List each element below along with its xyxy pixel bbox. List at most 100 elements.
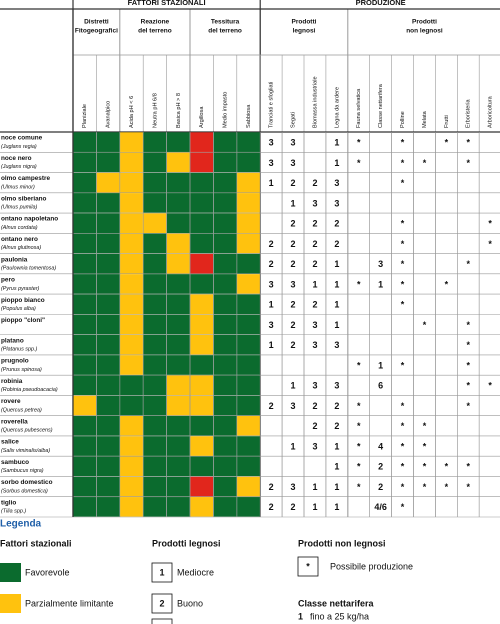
- product-value: 2: [312, 300, 317, 310]
- factor-cell: [190, 213, 214, 234]
- factor-cell: [213, 456, 237, 477]
- factor-cell: [166, 253, 190, 274]
- legend-label: Parzialmente limitante: [25, 598, 114, 608]
- product-value: 3: [291, 138, 296, 148]
- legend-label: Buono: [177, 598, 203, 608]
- factor-cell: [96, 375, 120, 396]
- factor-cell: [143, 152, 167, 173]
- factor-cell: [213, 355, 237, 375]
- factor-cell: [166, 193, 190, 213]
- legend-label: Favorevole: [25, 567, 70, 577]
- column-label: Legna da ardere: [334, 87, 340, 128]
- factor-cell: [120, 132, 143, 152]
- product-value: *: [445, 462, 449, 472]
- product-value: 2: [291, 178, 296, 188]
- product-value: 2: [378, 482, 383, 492]
- subgroup-title: Distretti: [84, 19, 109, 26]
- product-value: 3: [378, 259, 383, 269]
- subgroup-title: Prodotti: [412, 19, 437, 26]
- column-label: Neutra pH 6/8: [152, 93, 158, 128]
- species-latin: (Sambucus nigra): [1, 468, 44, 474]
- species-latin: (Juglans nigra): [1, 164, 37, 170]
- species-name: pioppo "cloni": [1, 317, 45, 324]
- species-latin: (Platanus spp.): [1, 347, 37, 353]
- factor-cell: [73, 274, 97, 294]
- factor-cell: [190, 233, 214, 254]
- subgroup-title: Prodotti: [292, 19, 317, 26]
- legend-key: 2: [159, 598, 164, 608]
- product-value: 3: [312, 381, 317, 391]
- factor-cell: [166, 233, 190, 254]
- factor-cell: [120, 213, 143, 234]
- species-name: noce nero: [1, 155, 32, 162]
- factor-cell: [213, 395, 237, 416]
- legend-box: [151, 562, 173, 583]
- factor-cell: [237, 334, 260, 355]
- factor-cell: [190, 415, 214, 436]
- species-latin: (Quercus pubescens): [1, 428, 53, 434]
- species-latin: (Prunus spinosa): [1, 367, 42, 373]
- product-value: *: [357, 401, 361, 411]
- legend-swatch: [0, 594, 21, 613]
- product-value: *: [401, 441, 405, 451]
- factor-cell: [166, 415, 190, 436]
- product-value: *: [466, 360, 470, 370]
- product-value: 1: [269, 300, 274, 310]
- species-latin: (Juglans regia): [1, 144, 37, 150]
- product-value: 1: [312, 482, 317, 492]
- factor-cell: [166, 355, 190, 375]
- species-latin: (Quercus petrea): [1, 407, 42, 413]
- factor-cell: [237, 253, 260, 274]
- factor-cell: [73, 233, 97, 254]
- species-latin: (Ulmus pumila): [1, 205, 37, 211]
- product-value: *: [445, 138, 449, 148]
- factor-cell: [96, 314, 120, 335]
- product-value: 2: [378, 462, 383, 472]
- factor-cell: [213, 415, 237, 436]
- factor-cell: [237, 395, 260, 416]
- factor-cell: [237, 436, 260, 456]
- product-value: *: [357, 138, 361, 148]
- factor-cell: [73, 476, 97, 497]
- product-value: 3: [334, 178, 339, 188]
- product-value: 2: [334, 421, 339, 431]
- factor-cell: [237, 375, 260, 396]
- product-value: 2: [334, 239, 339, 249]
- subgroup-title: Fitogeografici: [75, 28, 118, 35]
- product-value: *: [357, 462, 361, 472]
- factor-cell: [190, 294, 214, 315]
- product-value: *: [401, 279, 405, 289]
- subgroup-title: del terreno: [208, 28, 242, 35]
- factor-cell: [166, 274, 190, 294]
- factor-cell: [120, 476, 143, 497]
- product-value: *: [488, 219, 492, 229]
- product-value: 3: [269, 279, 274, 289]
- product-value: *: [445, 279, 449, 289]
- factor-cell: [190, 497, 214, 517]
- factor-cell: [120, 274, 143, 294]
- factor-cell: [237, 314, 260, 335]
- factor-cell: [237, 152, 260, 173]
- factor-cell: [120, 334, 143, 355]
- legend-label: fino a 25 kg/ha: [310, 611, 369, 621]
- factor-cell: [73, 497, 97, 517]
- legend-label: Mediocre: [177, 567, 214, 577]
- product-value: 2: [269, 502, 274, 512]
- factor-cell: [120, 355, 143, 375]
- factor-cell: [190, 172, 214, 193]
- factor-cell: [143, 233, 167, 254]
- product-value: 1: [334, 300, 339, 310]
- product-value: 3: [334, 381, 339, 391]
- factor-cell: [213, 334, 237, 355]
- product-value: 3: [291, 279, 296, 289]
- species-name: pioppo bianco: [1, 297, 45, 304]
- factor-cell: [120, 172, 143, 193]
- product-value: 1: [334, 320, 339, 330]
- factor-cell: [213, 172, 237, 193]
- factor-cell: [213, 253, 237, 274]
- product-value: *: [401, 239, 405, 249]
- factor-cell: [96, 456, 120, 477]
- species-name: rovere: [1, 398, 21, 405]
- product-value: 2: [291, 502, 296, 512]
